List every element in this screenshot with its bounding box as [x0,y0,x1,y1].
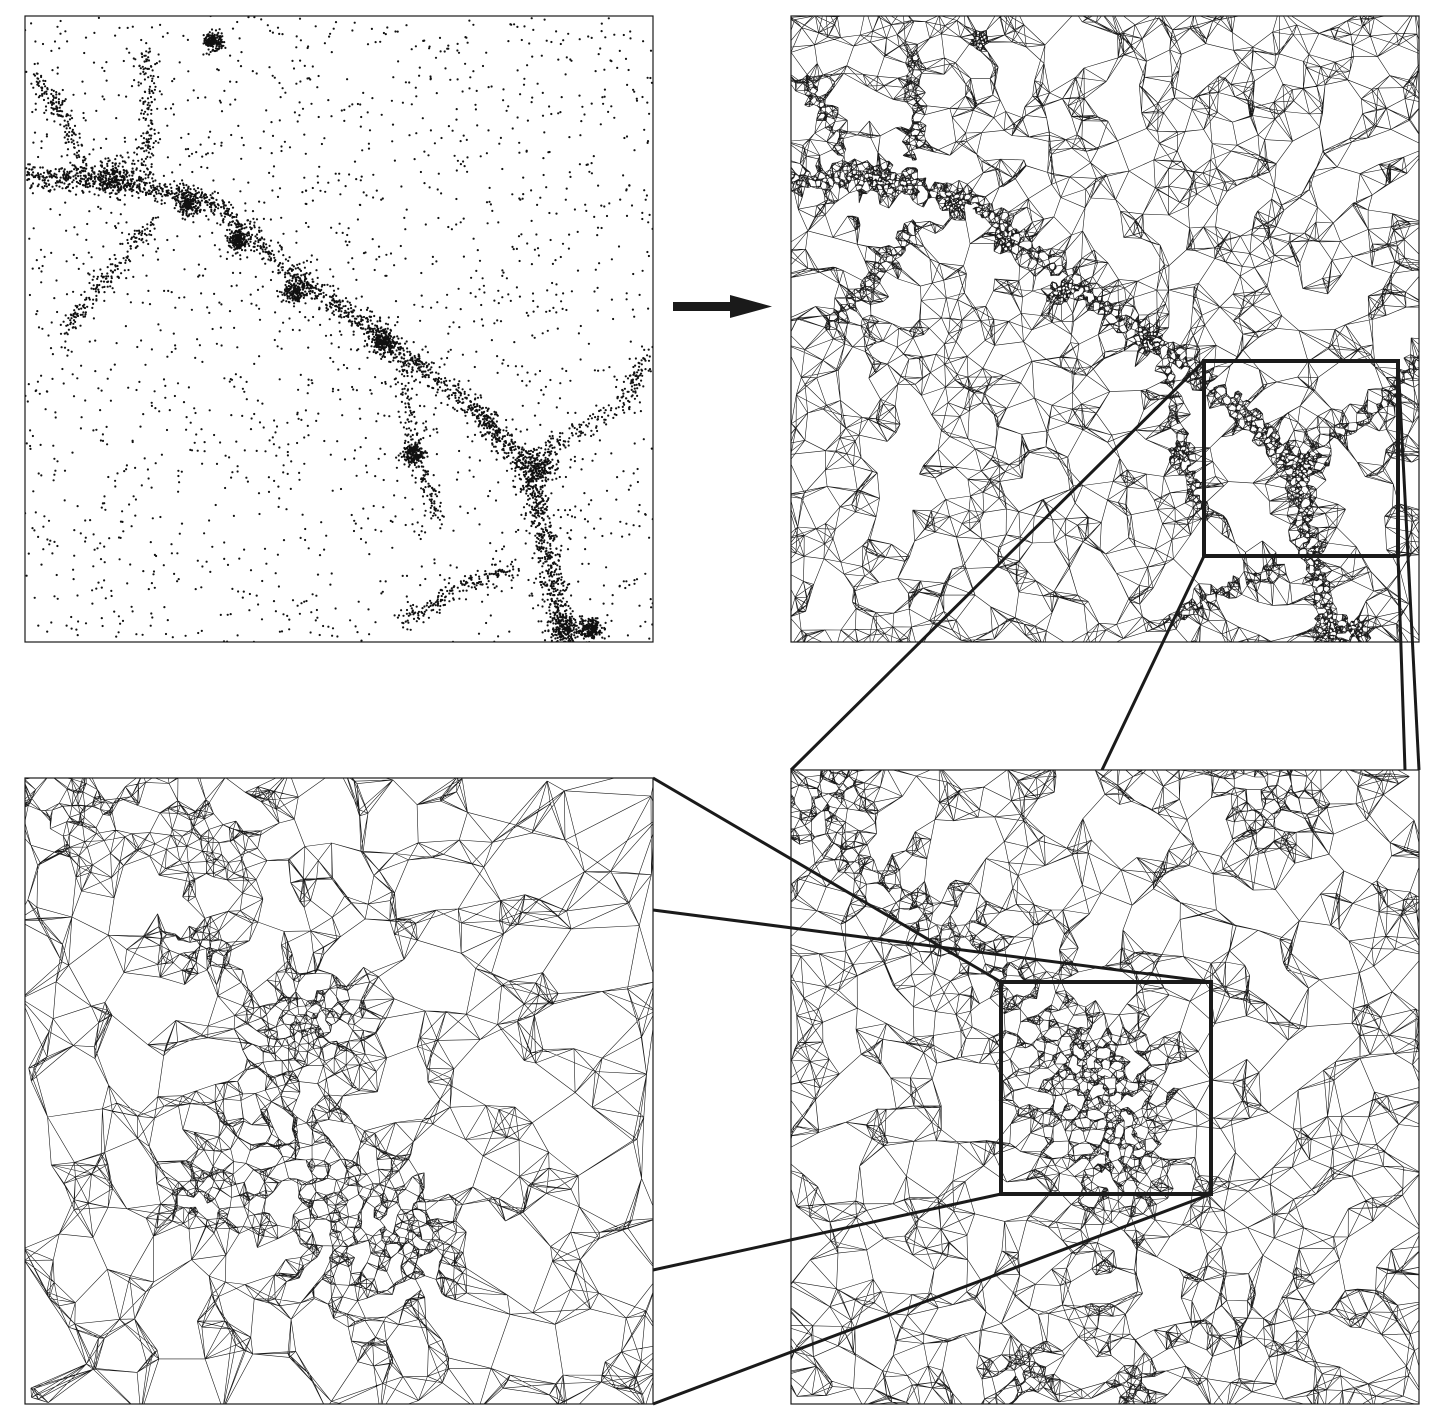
zoom-level-2-panel [24,777,654,1405]
point-distribution-frame [24,15,654,643]
particle-points [25,16,653,642]
magnified-mesh-2 [25,778,653,1404]
zoom-level-1-panel [790,769,1420,1405]
delaunay-tessellation-panel [790,15,1420,643]
magnified-mesh-1 [791,770,1419,1404]
point-distribution-panel [24,15,654,643]
mesh-edges [25,778,653,1404]
zoom-level-2-frame [24,777,654,1405]
mesh-edges [791,16,1419,642]
mesh-edges [791,770,1419,1404]
zoom-level-1-frame [790,769,1420,1405]
zoom-connector-lines-1 [789,359,1421,772]
zoom-region-box-2 [999,980,1213,1196]
zoom-connector-lines-2 [652,776,1212,1406]
tessellation-mesh [791,16,1419,642]
right-arrow-icon [673,295,772,318]
tessellation-frame [790,15,1420,643]
zoom-region-box-1 [1202,359,1400,558]
